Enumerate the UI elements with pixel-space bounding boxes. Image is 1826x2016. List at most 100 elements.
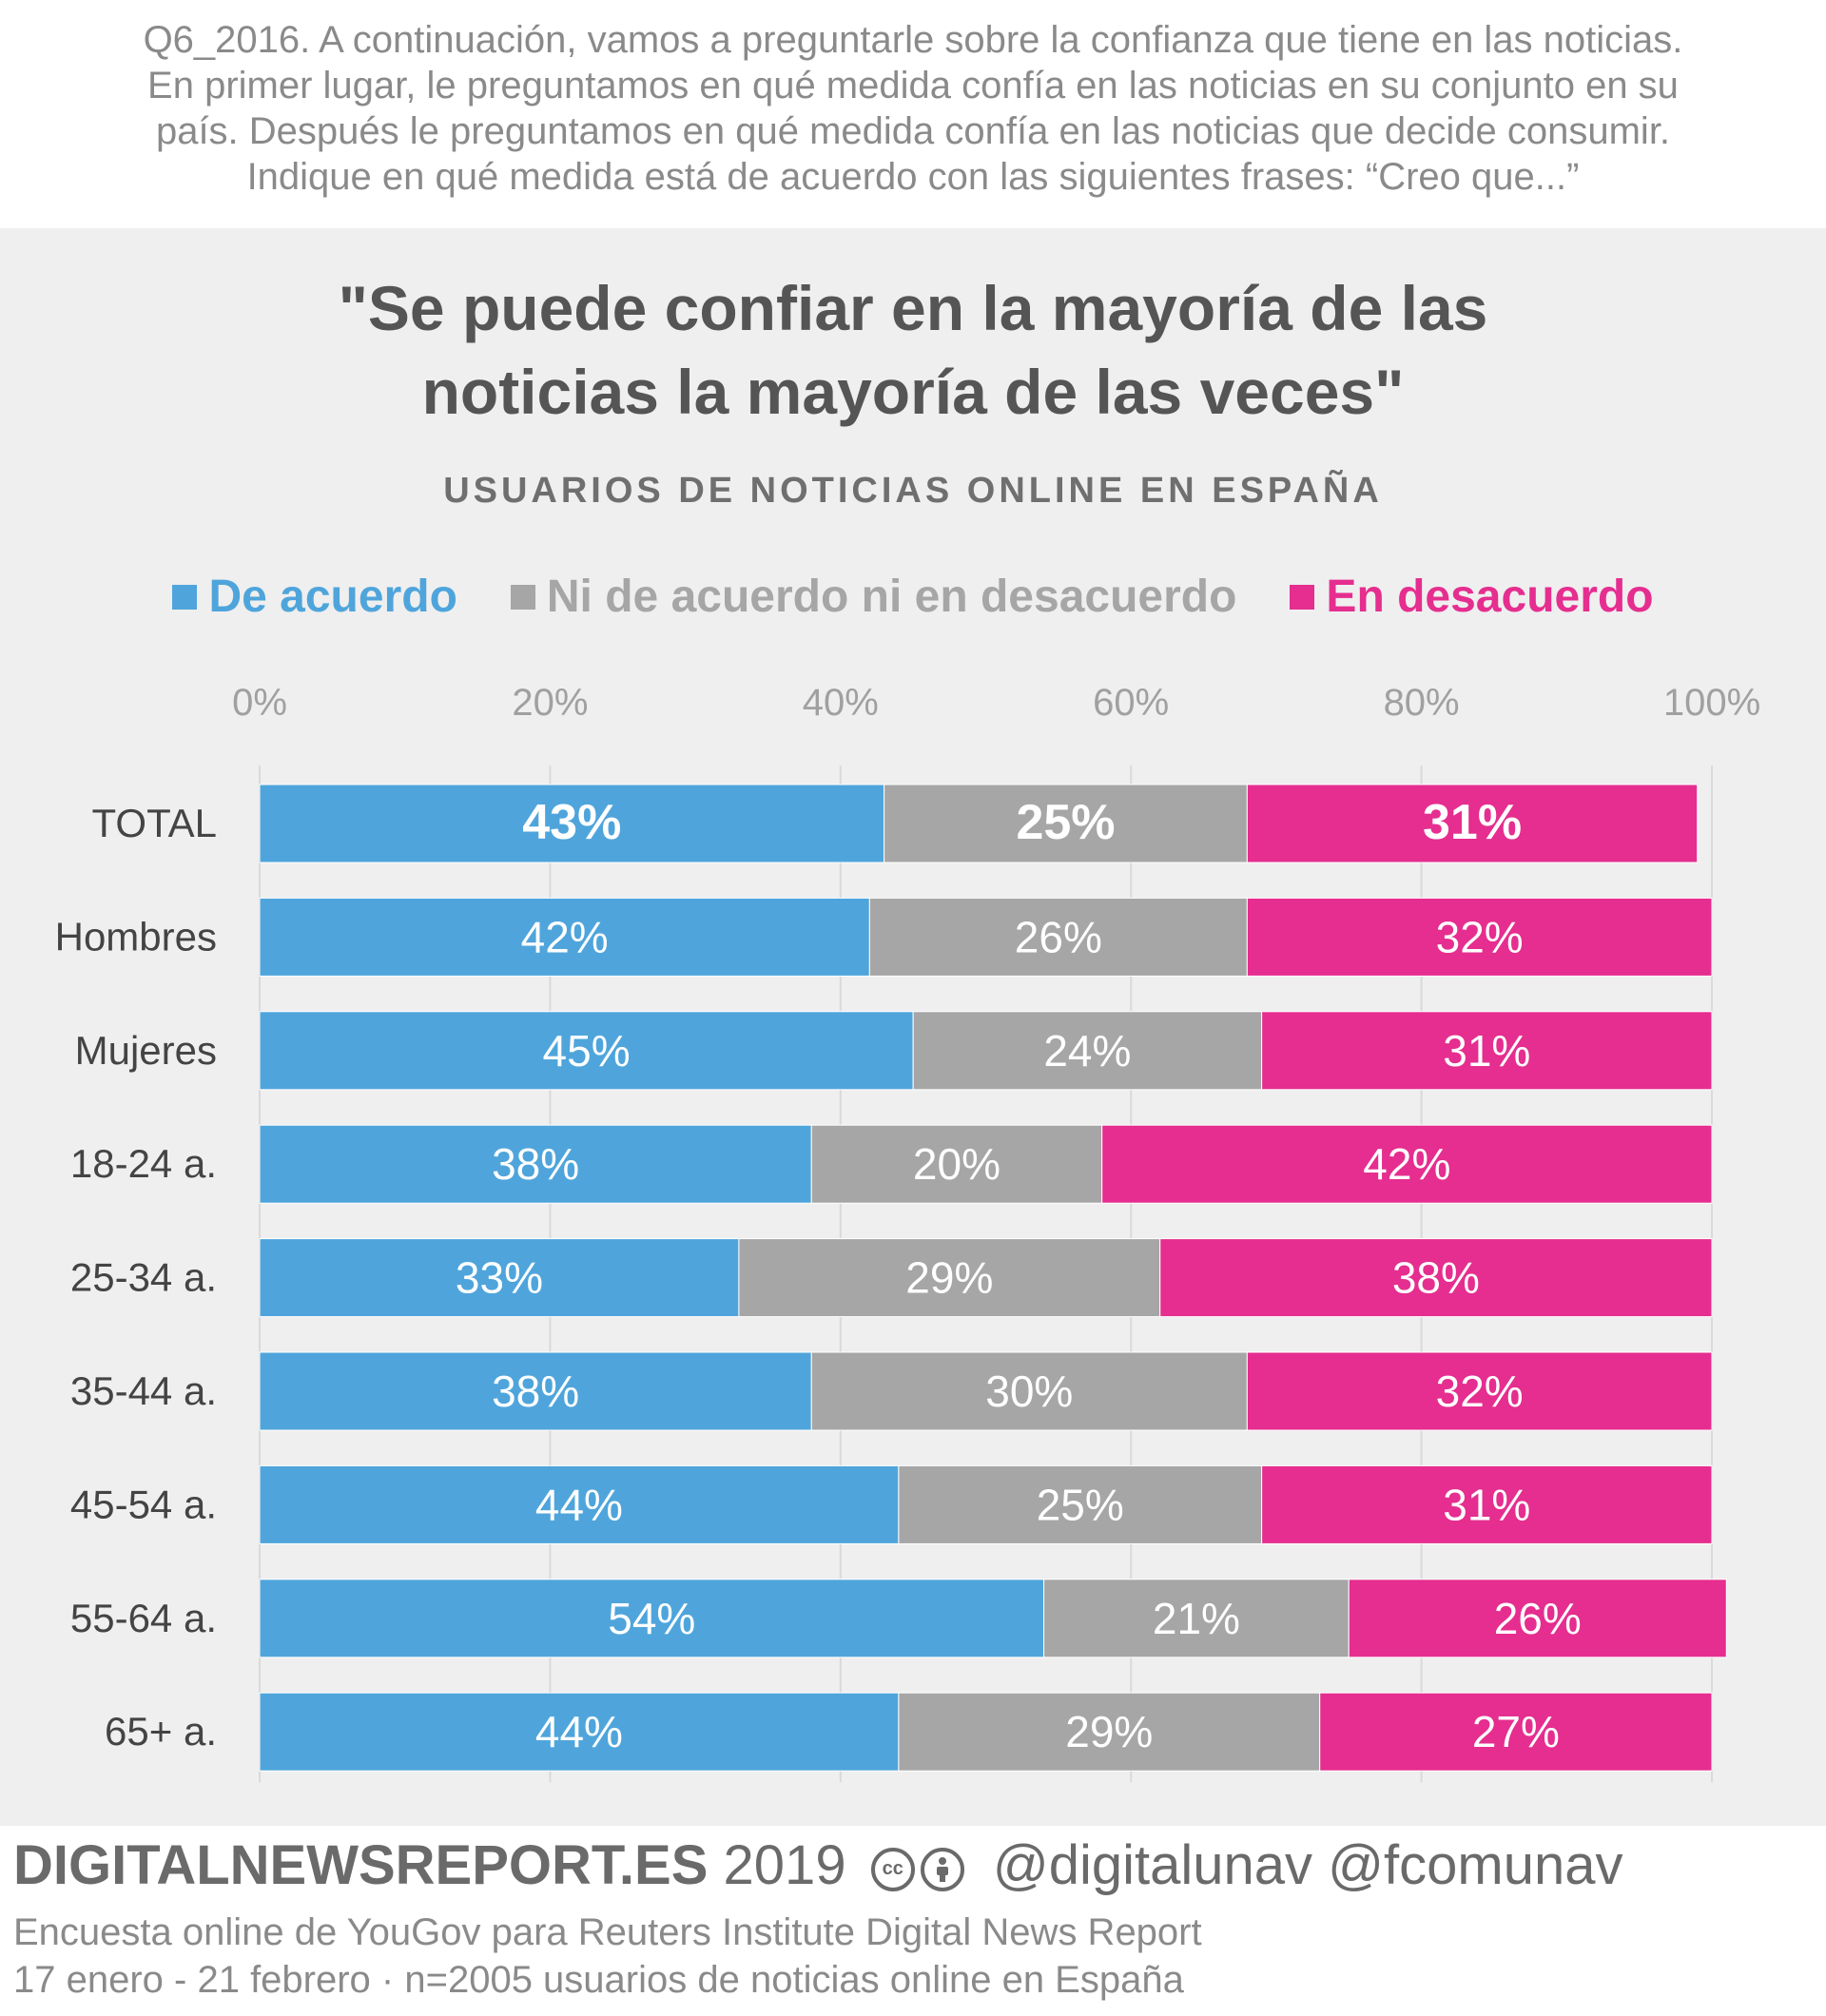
bar-segment (1246, 897, 1713, 977)
data-label: 31% (1443, 1480, 1530, 1529)
data-label: 38% (1392, 1253, 1480, 1303)
data-label: 44% (535, 1707, 623, 1756)
legend-item-disagree: En desacuerdo (1290, 571, 1654, 623)
data-label: 25% (1016, 795, 1115, 850)
question-text: Q6_2016. A continuación, vamos a pregunt… (19, 17, 1807, 200)
data-label: 44% (535, 1480, 623, 1529)
legend-label-disagree: En desacuerdo (1326, 572, 1654, 622)
bar-segment (259, 1351, 812, 1431)
bar-segment (868, 897, 1248, 977)
category-label: TOTAL (92, 801, 217, 845)
legend-label-neutral: Ni de acuerdo ni en desacuerdo (546, 572, 1237, 622)
legend-item-neutral: Ni de acuerdo ni en desacuerdo (510, 571, 1237, 623)
survey-sample-note: 17 enero - 21 febrero · n=2005 usuarios … (13, 1959, 1184, 2001)
bar-segment (738, 1238, 1161, 1318)
bar-segment (1043, 1579, 1350, 1658)
category-label: 65+ a. (105, 1709, 217, 1754)
bar-segment (1246, 1351, 1713, 1431)
question-line: Q6_2016. A continuación, vamos a pregunt… (143, 19, 1683, 61)
data-label: 43% (522, 795, 621, 850)
x-tick-label: 40% (803, 682, 879, 724)
chart-title: "Se puede confiar en la mayoría de las n… (152, 266, 1674, 434)
data-label: 29% (1065, 1707, 1153, 1756)
bar-segment (259, 784, 885, 863)
survey-source-note: Encuesta online de YouGov para Reuters I… (13, 1911, 1202, 1953)
category-label: 25-34 a. (70, 1255, 217, 1300)
x-tick-label: 100% (1663, 682, 1760, 724)
data-label: 45% (543, 1026, 631, 1076)
bar-segment (1159, 1238, 1713, 1318)
question-line: En primer lugar, le preguntamos en qué m… (147, 65, 1679, 107)
cc-icon: cc (870, 1847, 915, 1891)
bar-segment (884, 784, 1248, 863)
person-icon (936, 1856, 948, 1882)
chart-legend: De acuerdo Ni de acuerdo ni en desacuerd… (0, 571, 1826, 623)
brand-name: DIGITALNEWSREPORT.ES (13, 1834, 709, 1896)
data-label: 42% (521, 912, 609, 961)
chart-subtitle: USUARIOS DE NOTICIAS ONLINE EN ESPAÑA (443, 471, 1383, 511)
data-label: 25% (1037, 1480, 1124, 1529)
category-label: Mujeres (75, 1028, 217, 1073)
data-label: 33% (456, 1253, 543, 1303)
chart-title-line: noticias la mayoría de las veces" (421, 357, 1405, 427)
data-label: 32% (1436, 1367, 1524, 1416)
bar-segment (810, 1124, 1103, 1204)
category-label: 18-24 a. (70, 1141, 217, 1186)
data-label: 31% (1423, 795, 1522, 850)
x-tick-label: 20% (512, 682, 588, 724)
data-label: 24% (1043, 1026, 1131, 1076)
bar-segment (259, 1692, 900, 1772)
bar-segment (810, 1351, 1248, 1431)
bar-segment (1246, 784, 1699, 863)
bar-segment (1319, 1692, 1713, 1772)
bar-segment (259, 897, 870, 977)
data-label: 54% (608, 1594, 695, 1643)
bar-segment (259, 1011, 914, 1091)
bar-segment (912, 1011, 1263, 1091)
data-label: 42% (1363, 1139, 1450, 1189)
data-label: 38% (492, 1367, 579, 1416)
footer-brand-line: DIGITALNEWSREPORT.ES 2019 cc @digitaluna… (13, 1833, 1820, 1897)
report-year: 2019 (723, 1834, 846, 1896)
category-label: 35-44 a. (70, 1368, 217, 1413)
data-label: 20% (913, 1139, 1000, 1189)
stacked-bar-chart: 0% 20% 40% 60% 80% 100% TOTAL 43% 25% 31% Hombres 4… (55, 682, 1760, 1783)
bar-segment (1261, 1011, 1713, 1091)
bar-segment (1348, 1579, 1727, 1658)
data-label: 31% (1443, 1026, 1530, 1076)
bar-segment (898, 1464, 1263, 1544)
x-tick-label: 80% (1384, 682, 1460, 724)
x-tick-label: 0% (232, 682, 287, 724)
legend-swatch-agree (172, 584, 198, 610)
x-tick-label: 60% (1093, 682, 1169, 724)
legend-swatch-disagree (1290, 584, 1315, 610)
data-label: 26% (1494, 1594, 1582, 1643)
legend-label-agree: De acuerdo (208, 572, 457, 622)
data-label: 30% (985, 1367, 1073, 1416)
question-line: Indique en qué medida está de acuerdo co… (246, 156, 1580, 198)
question-line: país. Después le preguntamos en qué medi… (155, 110, 1671, 152)
data-label: 38% (492, 1139, 579, 1189)
bar-segment (259, 1124, 812, 1204)
data-label: 21% (1153, 1594, 1240, 1643)
data-label: 29% (905, 1253, 993, 1303)
bar-segment (1261, 1464, 1713, 1544)
chart-title-line: "Se puede confiar en la mayoría de las (338, 273, 1488, 343)
data-label: 32% (1436, 912, 1524, 961)
bar-segment (259, 1464, 900, 1544)
data-label: 26% (1015, 912, 1102, 961)
attribution-icon (920, 1847, 964, 1891)
chart-panel: "Se puede confiar en la mayoría de las n… (0, 228, 1826, 1826)
legend-item-agree: De acuerdo (172, 571, 457, 623)
social-handles: @digitalunav @fcomunav (992, 1834, 1623, 1896)
bar-segment (898, 1692, 1321, 1772)
license-icons: cc (870, 1847, 964, 1891)
bar-segment (259, 1238, 740, 1318)
bar-segment (259, 1579, 1045, 1658)
data-label: 27% (1472, 1707, 1560, 1756)
legend-swatch-neutral (510, 584, 535, 610)
category-label: 55-64 a. (70, 1596, 217, 1640)
category-label: 45-54 a. (70, 1482, 217, 1526)
bar-segment (1101, 1124, 1713, 1204)
category-label: Hombres (55, 914, 217, 959)
